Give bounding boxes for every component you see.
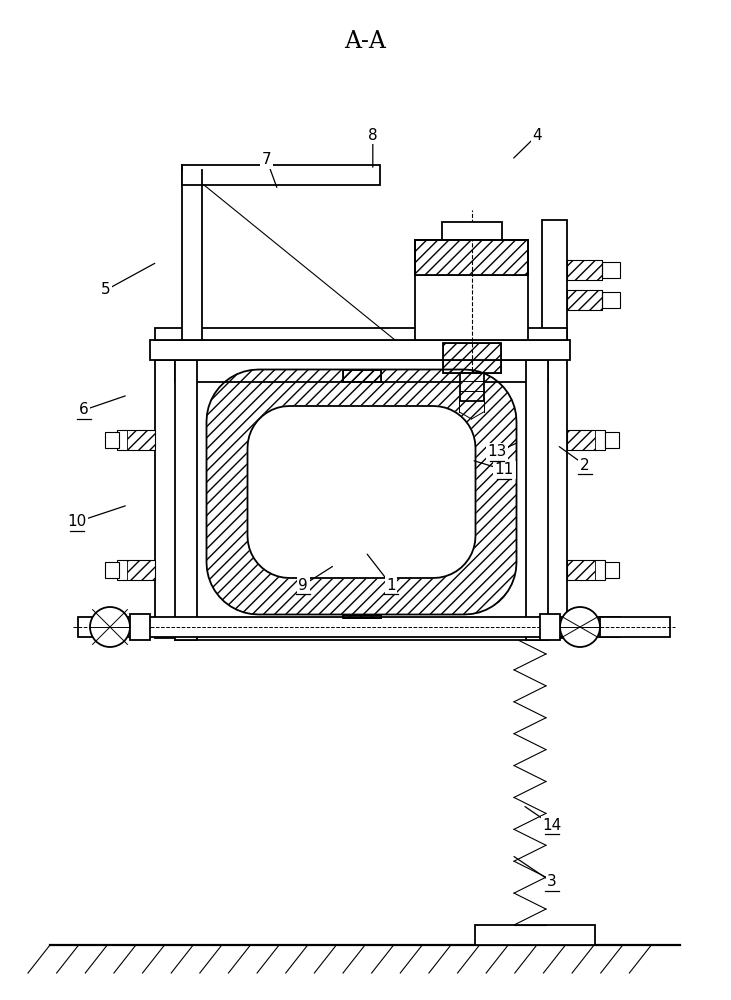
Text: 2: 2 (580, 458, 590, 473)
Bar (605, 562, 619, 578)
Bar (567, 290, 602, 310)
Text: 14: 14 (542, 818, 561, 832)
Text: 8: 8 (368, 127, 378, 142)
Bar (127, 430, 155, 450)
Text: 10: 10 (67, 514, 86, 530)
Circle shape (560, 607, 600, 647)
Bar (105, 562, 119, 578)
Bar (567, 560, 595, 580)
Bar (542, 220, 567, 638)
Bar (475, 925, 595, 945)
Bar (567, 260, 602, 280)
Bar (415, 240, 528, 275)
Circle shape (90, 607, 130, 647)
Text: 13: 13 (488, 444, 507, 460)
Bar (182, 165, 380, 185)
Bar (78, 617, 620, 637)
Bar (602, 292, 620, 308)
Bar (567, 430, 595, 450)
Bar (175, 618, 548, 640)
Bar (567, 560, 605, 580)
Bar (415, 240, 528, 340)
Text: 1: 1 (386, 578, 396, 592)
Bar (442, 343, 501, 373)
Text: 4: 4 (532, 127, 542, 142)
Bar (150, 340, 570, 360)
Text: A-A: A-A (344, 30, 386, 53)
Bar (117, 430, 155, 450)
Bar (155, 328, 567, 340)
Bar (182, 170, 202, 340)
Text: 5: 5 (101, 282, 111, 298)
Bar (343, 614, 381, 618)
Bar (117, 560, 155, 580)
Text: 11: 11 (495, 462, 514, 478)
Bar (155, 360, 180, 638)
Bar (343, 369, 381, 382)
Bar (415, 240, 528, 275)
Bar (540, 614, 560, 640)
Text: 3: 3 (547, 874, 557, 890)
Bar (567, 290, 602, 310)
Bar (127, 560, 155, 580)
Bar (175, 360, 197, 640)
Bar (567, 430, 605, 450)
Bar (343, 369, 381, 382)
Bar (175, 360, 548, 382)
Text: 6: 6 (79, 402, 89, 418)
Text: 7: 7 (262, 152, 272, 167)
Bar (526, 360, 548, 640)
Bar (442, 343, 501, 373)
Bar (567, 260, 602, 280)
Text: 9: 9 (298, 578, 308, 592)
Bar (602, 262, 620, 278)
Bar (460, 373, 483, 401)
Bar (600, 617, 670, 637)
Bar (105, 432, 119, 448)
Polygon shape (248, 406, 475, 578)
Bar (442, 222, 501, 240)
Bar (343, 614, 381, 618)
Bar (130, 614, 150, 640)
Bar (605, 432, 619, 448)
